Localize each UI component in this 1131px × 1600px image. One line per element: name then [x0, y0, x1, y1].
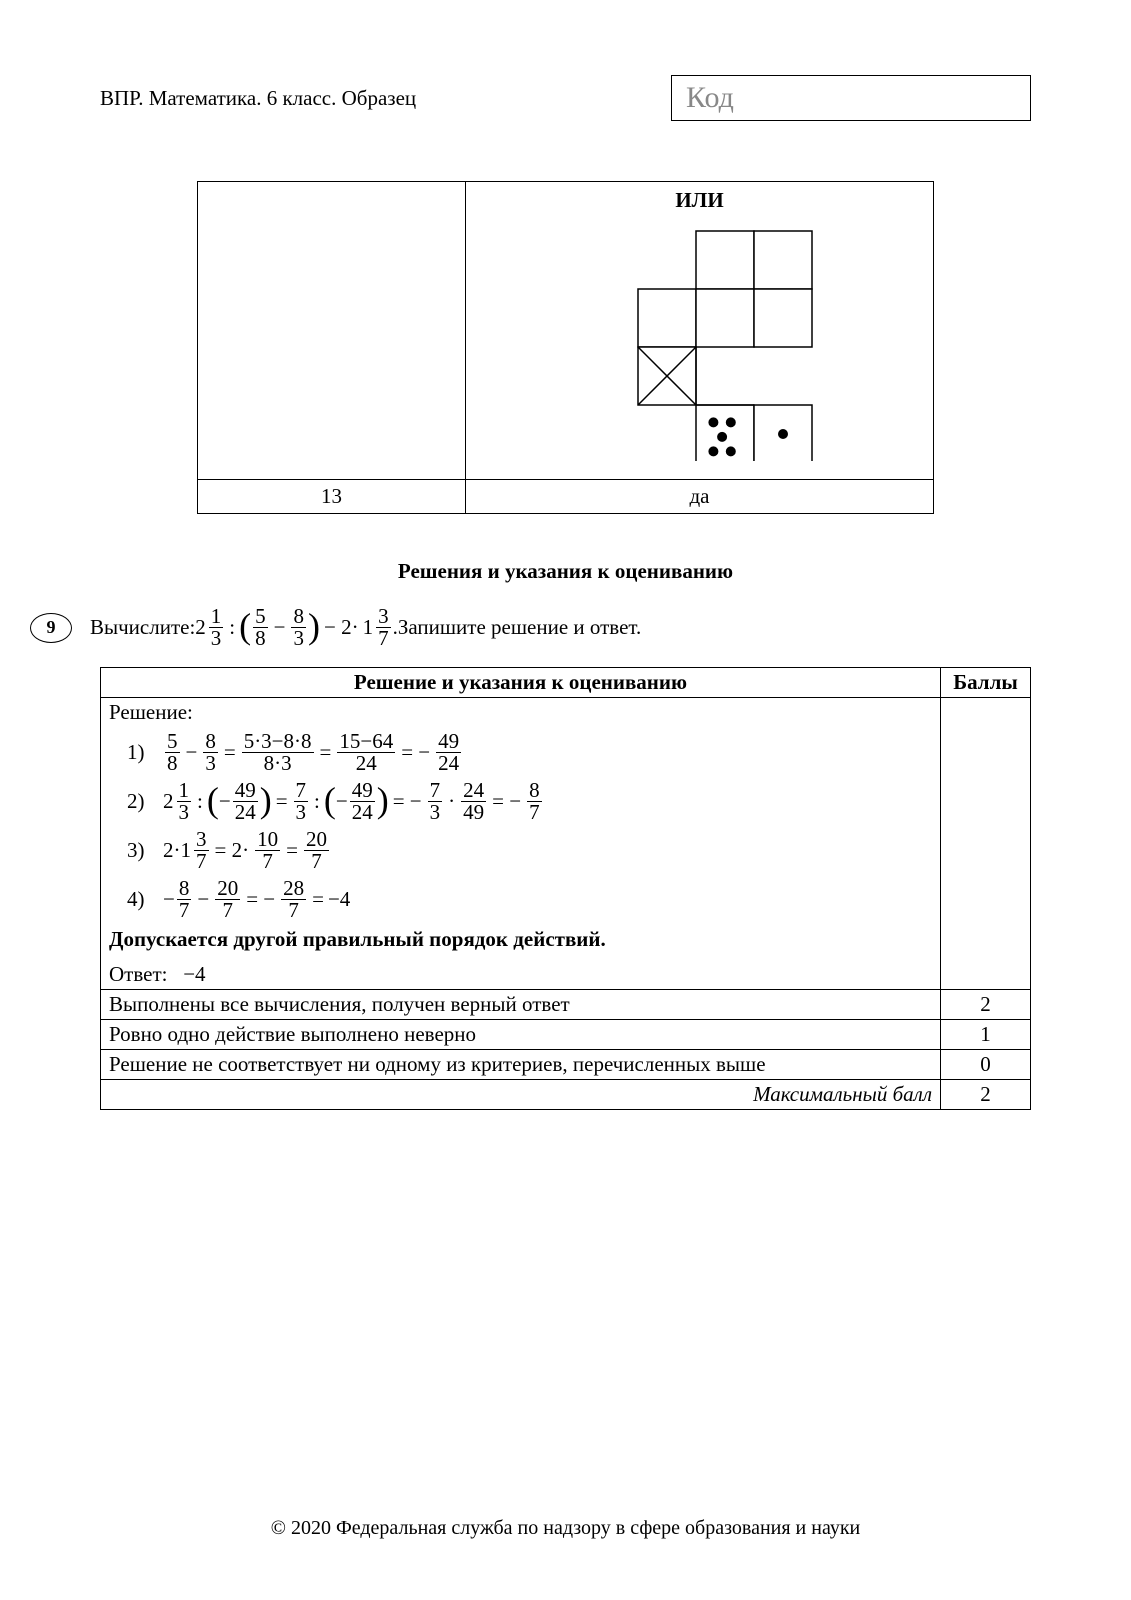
diagram-left-answer: 13: [198, 480, 466, 514]
cube-net-diagram: [570, 201, 830, 461]
task-suffix: Запишите решение и ответ.: [398, 615, 641, 640]
step-3: 3) 2· 137 = 2· 107 = 207: [127, 829, 932, 872]
max-points: 2: [941, 1080, 1031, 1110]
max-label: Максимальный балл: [101, 1080, 941, 1110]
section-title: Решения и указания к оцениванию: [100, 559, 1031, 584]
rubric-head-right: Баллы: [941, 668, 1031, 698]
rubric-head-left: Решение и указания к оцениванию: [101, 668, 941, 698]
diagram-right-answer: да: [466, 480, 934, 514]
rubric-row-points: 1: [941, 1020, 1031, 1050]
solution-cell: Решение: 1) 58 − 83 = 5·3−8·88·3 = 15−64…: [101, 698, 941, 990]
header: ВПР. Математика. 6 класс. Образец Код: [100, 75, 1031, 121]
task-row: 9 Вычислите: 213 :( 58 − 83 )− 2· 137 . …: [30, 606, 1031, 649]
rubric-row-points: 0: [941, 1050, 1031, 1080]
rubric-table: Решение и указания к оцениванию Баллы Ре…: [100, 667, 1031, 1110]
rubric-row-text: Ровно одно действие выполнено неверно: [101, 1020, 941, 1050]
rubric-row-text: Выполнены все вычисления, получен верный…: [101, 990, 941, 1020]
or-label: ИЛИ: [675, 188, 723, 213]
rubric-row-points: 2: [941, 990, 1031, 1020]
step-1: 1) 58 − 83 = 5·3−8·88·3 = 15−6424 = − 49…: [127, 731, 932, 774]
solution-label: Решение:: [109, 700, 932, 725]
diagram-table: ИЛИ 13 да: [197, 181, 934, 514]
task-prefix: Вычислите:: [90, 615, 195, 640]
solution-note: Допускается другой правильный порядок де…: [109, 927, 932, 952]
step-4: 4) − 87 − 207 = − 287 = −4: [127, 878, 932, 921]
task-text: Вычислите: 213 :( 58 − 83 )− 2· 137 . За…: [90, 606, 641, 649]
task-number: 9: [30, 613, 72, 643]
answer-line: Ответ: −4: [109, 962, 932, 987]
code-box[interactable]: Код: [671, 75, 1031, 121]
footer: © 2020 Федеральная служба по надзору в с…: [0, 1517, 1131, 1540]
step-2: 2) 213 :(− 4924 )= 73 :(− 4924 )= − 73 ·…: [127, 780, 932, 823]
doc-title: ВПР. Математика. 6 класс. Образец: [100, 86, 416, 111]
rubric-row-text: Решение не соответствует ни одному из кр…: [101, 1050, 941, 1080]
